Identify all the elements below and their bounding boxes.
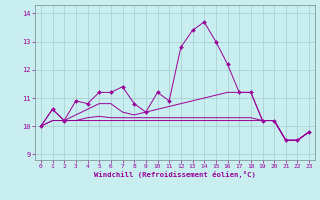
X-axis label: Windchill (Refroidissement éolien,°C): Windchill (Refroidissement éolien,°C) xyxy=(94,171,256,178)
